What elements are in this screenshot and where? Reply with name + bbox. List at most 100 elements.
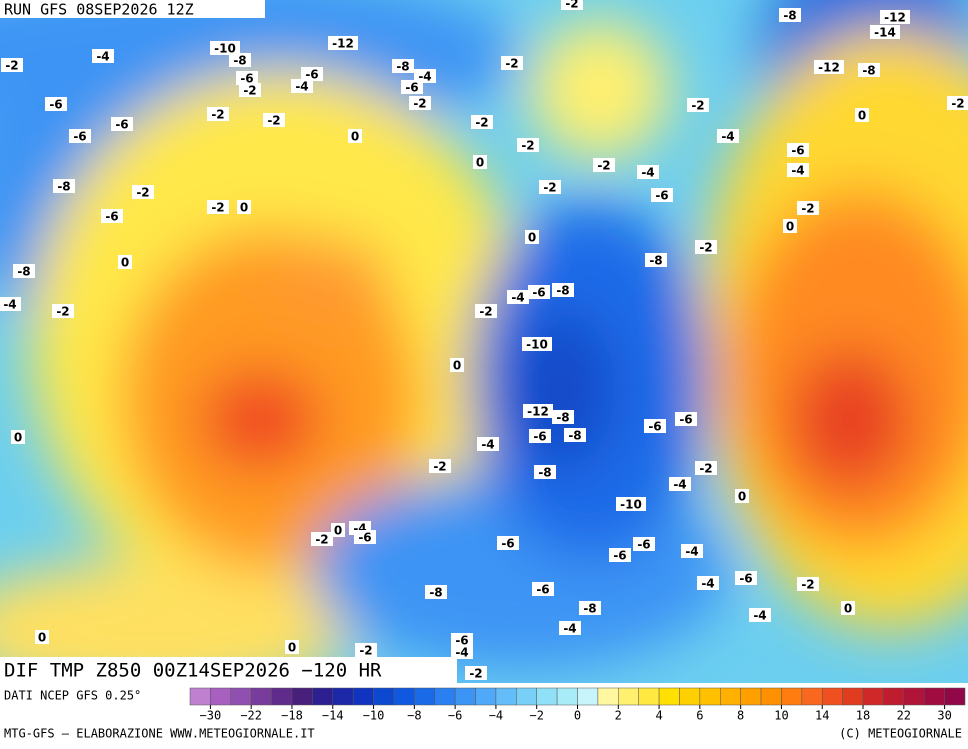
colorbar-label: 18 <box>856 709 870 723</box>
colorbar-label: 6 <box>696 709 703 723</box>
label-box <box>52 304 74 318</box>
map-label: 0 <box>334 524 342 538</box>
map-label: -4 <box>721 130 734 144</box>
label-box <box>355 643 377 657</box>
colorbar-swatch <box>434 687 456 706</box>
map-label: -2 <box>359 644 372 658</box>
label-box <box>401 80 423 94</box>
map-label: -10 <box>214 42 236 56</box>
colorbar-label: −18 <box>281 709 303 723</box>
colorbar-swatch <box>332 687 354 706</box>
map-label: -4 <box>96 50 109 64</box>
label-box <box>735 571 757 585</box>
colorbar-swatch <box>781 687 803 706</box>
label-box <box>525 230 539 244</box>
colorbar-swatch <box>312 687 334 706</box>
colorbar-label: 8 <box>737 709 744 723</box>
label-box <box>528 285 550 299</box>
map-label: -4 <box>791 164 804 178</box>
label-box <box>237 200 251 214</box>
data-source: DATI NCEP GFS 0.25° <box>4 689 141 703</box>
colorbar-swatch <box>516 687 537 706</box>
colorbar-swatch <box>862 687 884 706</box>
label-box <box>561 0 583 10</box>
colorbar-label: 30 <box>937 709 951 723</box>
label-box <box>429 459 451 473</box>
map-label: -4 <box>641 166 654 180</box>
colorbar-swatch <box>271 687 293 706</box>
map-label: -6 <box>536 583 549 597</box>
map-label: -12 <box>884 11 906 25</box>
label-box <box>681 544 703 558</box>
map-label: -6 <box>679 413 692 427</box>
map-label: -2 <box>315 533 328 547</box>
label-box <box>855 108 869 122</box>
colorbar-label: 14 <box>815 709 829 723</box>
colorbar-swatch <box>821 687 843 706</box>
label-box <box>645 253 667 267</box>
map-label: -6 <box>240 72 253 86</box>
colorbar-swatch <box>923 687 945 706</box>
colorbar-label: −10 <box>363 709 385 723</box>
map-label: -2 <box>505 57 518 71</box>
map-label: -6 <box>115 118 128 132</box>
label-box <box>593 158 615 172</box>
map-label: -2 <box>267 114 280 128</box>
label-box <box>414 69 436 83</box>
label-box <box>111 117 133 131</box>
label-box <box>477 437 499 451</box>
map-label: -2 <box>211 201 224 215</box>
map-label: 0 <box>38 631 46 645</box>
colorbar-swatch <box>536 687 558 706</box>
map-label: -4 <box>455 646 468 660</box>
map-label: -2 <box>951 97 964 111</box>
map-label: -8 <box>57 180 70 194</box>
label-box <box>947 96 968 110</box>
label-box <box>552 283 574 297</box>
map-label: -6 <box>613 549 626 563</box>
map-label: 0 <box>288 641 296 655</box>
map-label: -10 <box>620 498 642 512</box>
colorbar-swatch <box>842 687 864 706</box>
map-label: -2 <box>801 578 814 592</box>
map-label: -2 <box>801 202 814 216</box>
label-box <box>534 465 556 479</box>
label-box <box>651 188 673 202</box>
colorbar-label: 22 <box>897 709 911 723</box>
map-labels: -2-8 -12-14-12-10-8-4-2-6-2-6-4-8-4-6-2 -1… <box>0 0 968 681</box>
map-label: -8 <box>568 429 581 443</box>
label-box <box>669 477 691 491</box>
label-box <box>263 113 285 127</box>
label-box <box>207 200 229 214</box>
label-box <box>451 633 473 647</box>
map-label: -8 <box>783 9 796 23</box>
colorbar-label: 2 <box>615 709 622 723</box>
label-box <box>880 10 910 24</box>
label-box <box>13 264 35 278</box>
label-box <box>497 536 519 550</box>
map-label: 0 <box>351 130 359 144</box>
label-box <box>465 666 487 680</box>
label-box <box>311 532 333 546</box>
map-label: -12 <box>818 61 840 75</box>
map-label: -10 <box>526 338 548 352</box>
label-box <box>392 59 414 73</box>
run-title: RUN GFS 08SEP2026 12Z <box>4 1 194 19</box>
label-box <box>101 209 123 223</box>
colorbar-swatch <box>475 687 497 706</box>
map-label: -2 <box>475 116 488 130</box>
colorbar-swatch <box>352 687 374 706</box>
label-box <box>331 523 345 537</box>
map-label: -4 <box>685 545 698 559</box>
label-box <box>532 582 554 596</box>
label-box <box>229 53 251 67</box>
map-label: -6 <box>73 130 86 144</box>
label-box <box>475 304 497 318</box>
label-box <box>579 601 601 615</box>
map-label: -6 <box>405 81 418 95</box>
label-box <box>644 419 666 433</box>
map-label: 0 <box>844 602 852 616</box>
colorbar-swatch <box>291 687 313 706</box>
